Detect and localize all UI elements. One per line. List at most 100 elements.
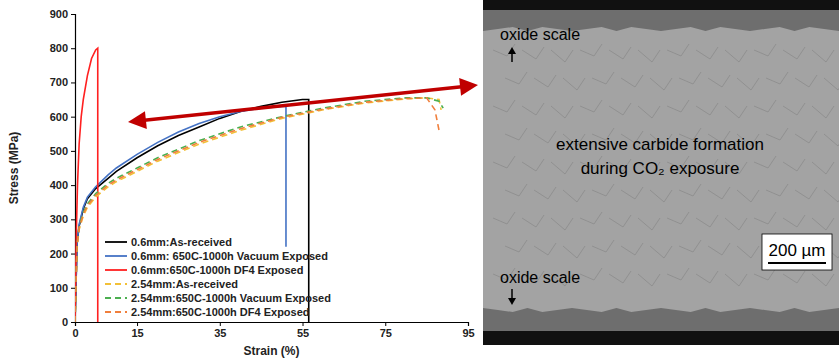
legend-label: 2.54mm:650C-1000h DF4 Exposed xyxy=(131,306,310,318)
tick: 100 xyxy=(50,282,75,294)
tick-mark xyxy=(71,117,75,118)
grain-boundary xyxy=(621,243,643,255)
tick-label: 200 xyxy=(50,248,68,260)
grain-boundary xyxy=(534,75,556,87)
y-axis-title: Stress (MPa) xyxy=(7,132,21,205)
axis-line xyxy=(76,323,469,327)
figure: 0153555759501002003004005006007008009000… xyxy=(0,0,839,361)
grain-boundary xyxy=(592,184,614,196)
grain-boundary xyxy=(812,50,834,62)
x-axis: 01535557595 xyxy=(72,322,474,339)
grain-boundary xyxy=(522,47,544,59)
tick-label: 0 xyxy=(72,327,78,339)
tick-mark xyxy=(71,322,75,323)
grain-boundary xyxy=(522,103,544,115)
tick: 35 xyxy=(214,322,226,339)
grain-boundary xyxy=(551,50,573,62)
micrograph: oxide scaleextensive carbide formationdu… xyxy=(483,0,839,345)
legend-item: 2.54mm:As-received xyxy=(105,278,238,290)
grain-boundary xyxy=(563,78,585,90)
plot: 0153555759501002003004005006007008009000… xyxy=(50,8,475,339)
grain-boundary xyxy=(667,212,689,224)
grain-boundary xyxy=(505,240,527,252)
grain-boundary xyxy=(650,246,672,258)
tick: 15 xyxy=(131,322,143,339)
grain-boundary xyxy=(534,243,556,255)
grain-boundary xyxy=(679,240,701,252)
lines xyxy=(75,48,443,322)
tick-label: 400 xyxy=(50,179,68,191)
tick: 0 xyxy=(62,316,75,328)
axis-line xyxy=(71,15,76,323)
grain-boundary xyxy=(667,100,689,112)
tick-mark xyxy=(71,185,75,186)
grain-boundary xyxy=(609,103,631,115)
grain-boundary xyxy=(522,159,544,171)
tick-mark xyxy=(71,219,75,220)
tick-label: 100 xyxy=(50,282,68,294)
grain-boundary xyxy=(737,246,759,258)
grain-boundary xyxy=(812,274,834,286)
grain-boundary xyxy=(725,50,747,62)
grain-boundary xyxy=(650,190,672,202)
grain-boundary xyxy=(824,190,839,202)
grain-boundary xyxy=(679,72,701,84)
series-line xyxy=(75,98,443,322)
tick-mark xyxy=(137,322,138,326)
grain-boundary xyxy=(783,47,805,59)
grain-boundary xyxy=(783,159,805,171)
grain-boundary xyxy=(766,184,788,196)
tick-label: 300 xyxy=(50,213,68,225)
tick-mark xyxy=(385,322,386,326)
legend-swatch xyxy=(105,241,127,243)
series-line xyxy=(75,48,98,322)
legend-item: 2.54mm:650C-1000h Vacuum Exposed xyxy=(105,292,331,304)
grain-boundary xyxy=(505,72,527,84)
grain-texture xyxy=(493,44,839,286)
grain-boundary xyxy=(551,106,573,118)
tick-label: 600 xyxy=(50,111,68,123)
tick-label: 35 xyxy=(214,327,226,339)
grain-boundary xyxy=(493,212,515,224)
grain-boundary xyxy=(650,78,672,90)
grain-boundary xyxy=(580,268,602,280)
tick: 600 xyxy=(50,111,75,123)
tick: 700 xyxy=(50,76,75,88)
grain-boundary xyxy=(551,218,573,230)
grain-boundary xyxy=(754,156,776,168)
tick: 95 xyxy=(462,322,474,339)
grain-boundary xyxy=(725,106,747,118)
grain-boundary xyxy=(766,128,788,140)
grain-boundary xyxy=(551,162,573,174)
grain-boundary xyxy=(621,187,643,199)
tick-mark xyxy=(71,48,75,49)
grain-boundary xyxy=(609,271,631,283)
legend: 0.6mm:As-received 0.6mm: 650C-1000h Vacuu… xyxy=(105,236,331,318)
tick: 300 xyxy=(50,213,75,225)
grain-boundary xyxy=(505,128,527,140)
grain-boundary xyxy=(638,218,660,230)
grain-boundary xyxy=(505,184,527,196)
legend-swatch xyxy=(105,311,127,313)
tick: 900 xyxy=(50,8,75,20)
legend-item: 0.6mm: 650C-1000h Vacuum Exposed xyxy=(105,250,328,262)
tick-mark xyxy=(220,322,221,326)
tick-label: 15 xyxy=(131,327,143,339)
grain-boundary xyxy=(522,215,544,227)
grain-boundary xyxy=(754,44,776,56)
tick-label: 900 xyxy=(50,8,68,20)
legend-swatch xyxy=(105,283,127,285)
legend-item: 2.54mm:650C-1000h DF4 Exposed xyxy=(105,306,310,318)
oxide-layer xyxy=(483,308,839,331)
mount-bottom xyxy=(483,331,839,345)
tick: 0 xyxy=(72,322,78,339)
grain-boundary xyxy=(609,47,631,59)
tick-label: 800 xyxy=(50,42,68,54)
grain-boundary xyxy=(824,78,839,90)
grain-boundary xyxy=(493,156,515,168)
legend-swatch xyxy=(105,297,127,299)
tick-label: 95 xyxy=(462,327,474,339)
legend-label: 0.6mm:As-received xyxy=(131,236,232,248)
grain-boundary xyxy=(696,271,718,283)
scale-bar-label: 200 µm xyxy=(768,241,825,260)
